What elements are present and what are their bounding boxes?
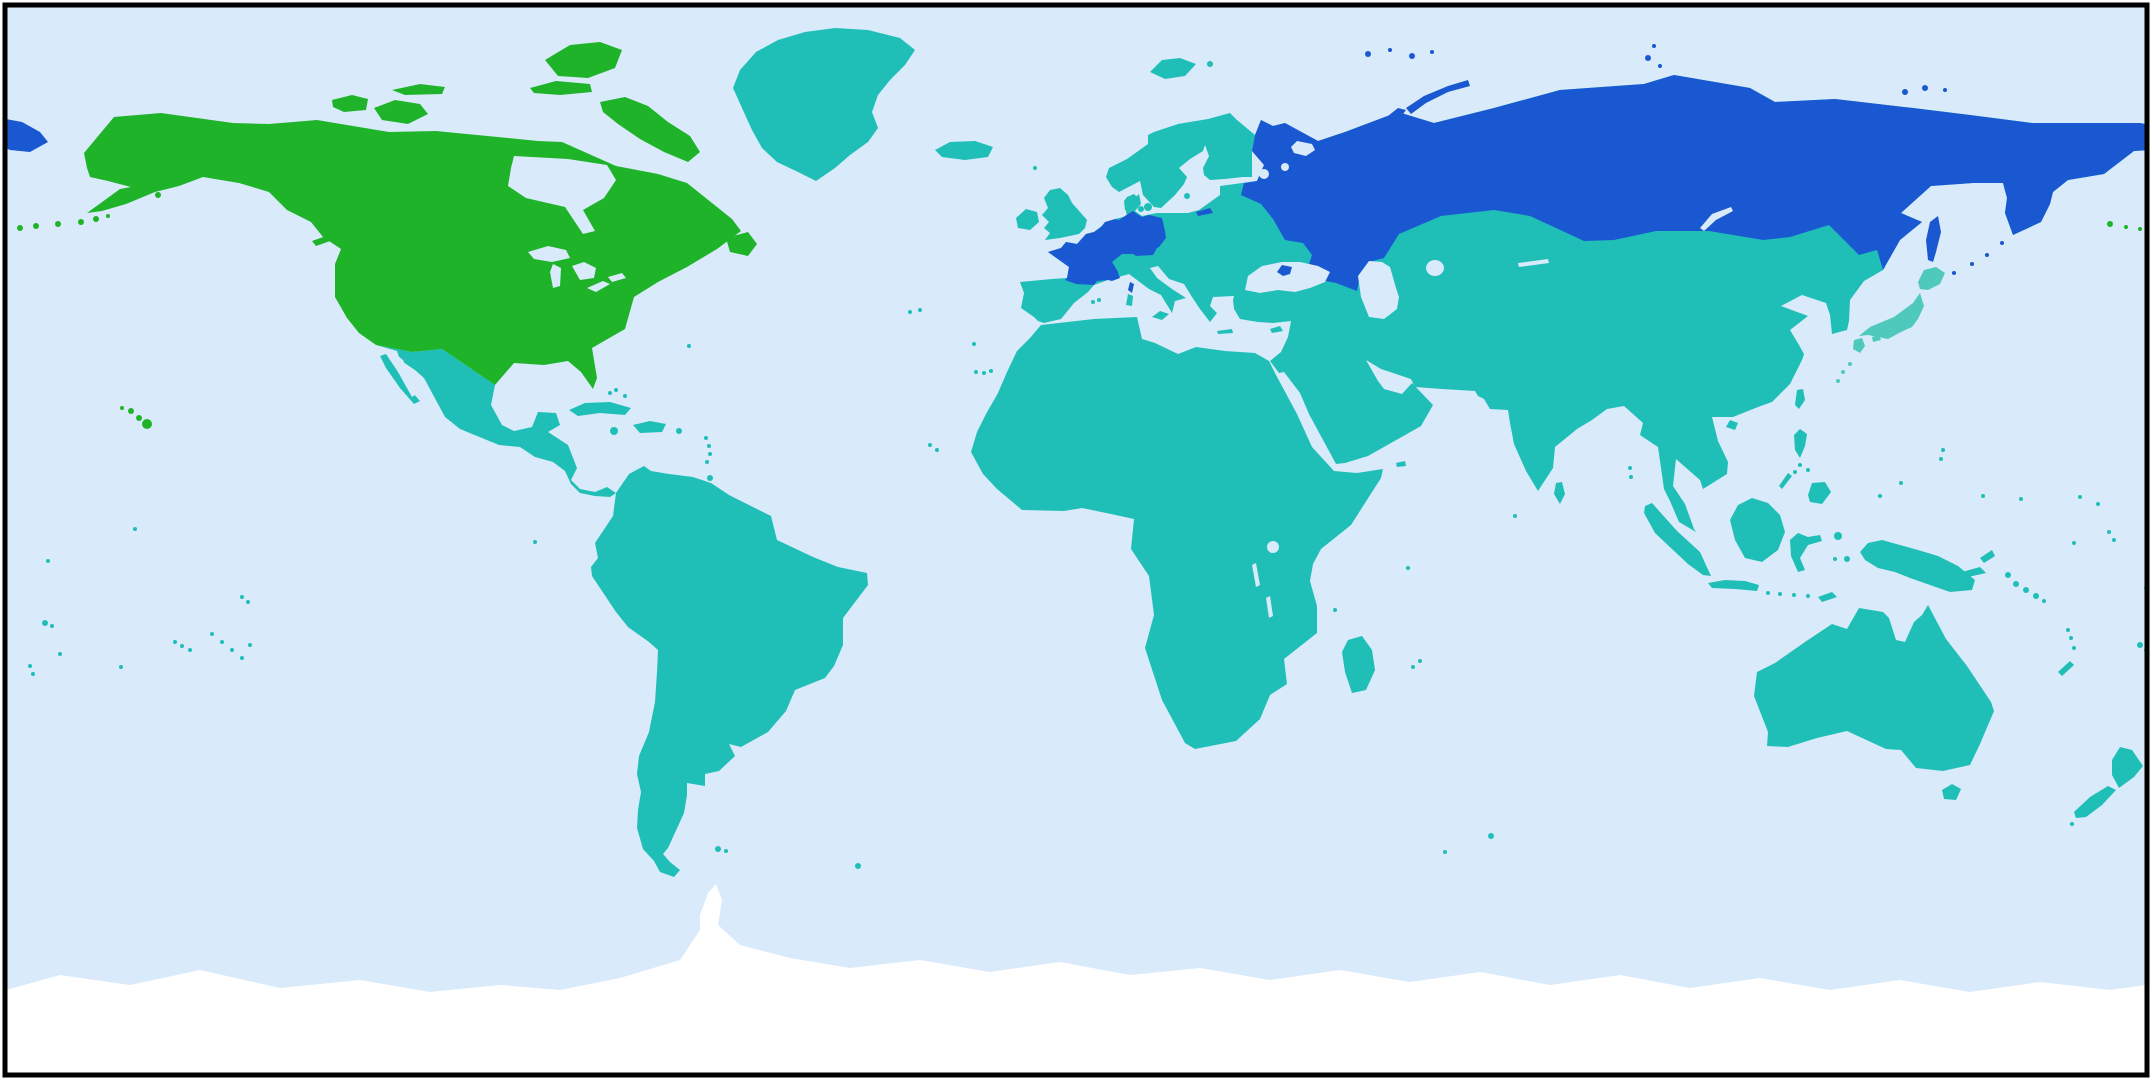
corsica bbox=[1128, 282, 1134, 293]
baffin-island bbox=[600, 97, 700, 162]
new-zealand-south bbox=[2074, 786, 2116, 818]
france-germany-benelux bbox=[1048, 211, 1166, 285]
white-sea bbox=[1291, 141, 1315, 156]
region-antarctica bbox=[7, 884, 2145, 1073]
hokkaido bbox=[1918, 267, 1945, 290]
sumatra bbox=[1644, 503, 1711, 576]
australia bbox=[1754, 605, 1994, 771]
south-america bbox=[591, 466, 868, 877]
lake-onega bbox=[1281, 163, 1289, 171]
banks-island bbox=[332, 95, 368, 112]
madagascar bbox=[1342, 636, 1375, 693]
devon-island bbox=[530, 81, 592, 95]
region-crimea bbox=[1277, 265, 1292, 276]
antarctica bbox=[7, 884, 2145, 1073]
sulawesi bbox=[1790, 533, 1822, 572]
russia-mainland bbox=[1241, 75, 2145, 291]
lake-ladoga bbox=[1259, 169, 1269, 179]
mexico-central-america bbox=[376, 345, 616, 497]
new-zealand-north bbox=[2112, 747, 2143, 788]
cuba bbox=[569, 402, 631, 416]
sakhalin bbox=[1926, 216, 1941, 262]
crimea bbox=[1277, 265, 1292, 276]
ireland bbox=[1016, 209, 1039, 230]
region-japan bbox=[1836, 267, 1945, 383]
mindanao bbox=[1808, 482, 1831, 504]
denmark bbox=[1124, 194, 1140, 211]
great-lakes bbox=[528, 246, 570, 262]
honshu bbox=[1859, 293, 1924, 339]
region-france-germany-benelux bbox=[1048, 211, 1166, 293]
aral-sea bbox=[1426, 260, 1444, 276]
kyushu bbox=[1853, 338, 1865, 353]
newfoundland bbox=[726, 232, 757, 256]
lake-tanganyika bbox=[1252, 563, 1260, 587]
lake-baikal bbox=[1700, 207, 1733, 231]
great-britain bbox=[1042, 188, 1087, 240]
taiwan bbox=[1795, 389, 1805, 409]
africa bbox=[971, 317, 1383, 749]
luzon bbox=[1794, 429, 1807, 458]
java bbox=[1708, 580, 1759, 591]
parry-islands bbox=[392, 84, 445, 95]
shikoku bbox=[1872, 335, 1881, 342]
tasmania bbox=[1942, 784, 1961, 800]
iceland bbox=[935, 141, 993, 160]
lake-malawi bbox=[1266, 596, 1273, 618]
greenland bbox=[733, 28, 915, 181]
scandinavia bbox=[1106, 113, 1255, 208]
sri-lanka bbox=[1554, 482, 1565, 504]
lake-balkhash bbox=[1518, 259, 1549, 267]
svalbard bbox=[1150, 58, 1196, 79]
kaliningrad bbox=[1196, 208, 1213, 216]
black-sea bbox=[1245, 262, 1330, 293]
ellesmere-island bbox=[545, 42, 622, 78]
caspian-sea bbox=[1358, 261, 1399, 319]
new-guinea bbox=[1860, 540, 1975, 592]
novaya-zemlya-north bbox=[1406, 80, 1470, 114]
lake-victoria bbox=[1267, 541, 1279, 553]
region-russia bbox=[7, 44, 2145, 291]
victoria-island bbox=[374, 100, 428, 124]
hainan bbox=[1726, 420, 1738, 430]
hudson-bay bbox=[508, 156, 616, 234]
inland-waters bbox=[392, 141, 1733, 618]
chukotka-wrap bbox=[7, 119, 48, 152]
novaya-zemlya-south bbox=[1388, 108, 1406, 118]
borneo bbox=[1730, 498, 1785, 562]
vancouver-island bbox=[312, 234, 336, 246]
hispaniola bbox=[633, 421, 666, 433]
gulf-of-california bbox=[392, 355, 418, 397]
